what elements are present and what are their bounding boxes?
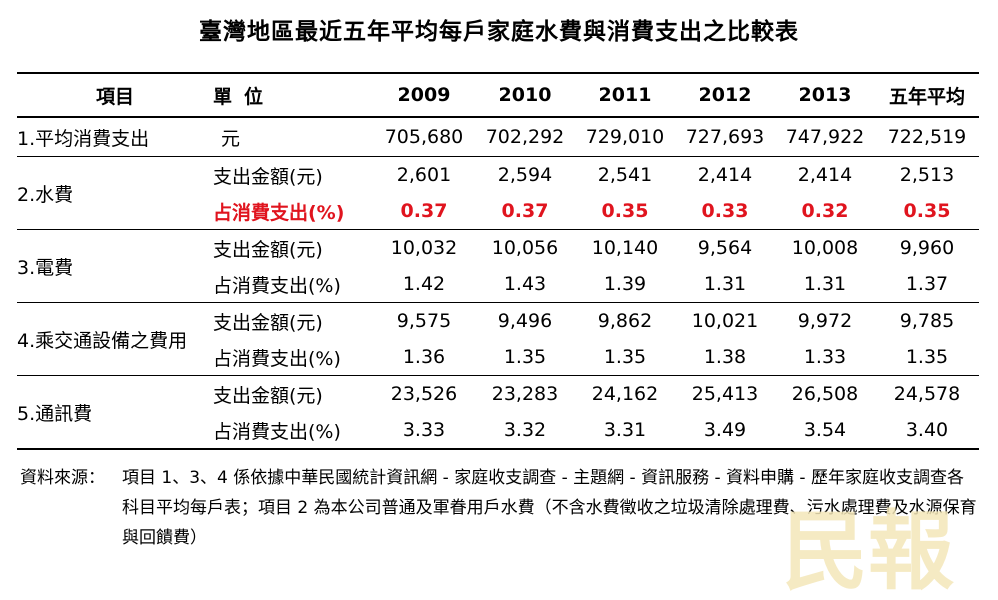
- table-cell: 9,972: [797, 310, 853, 332]
- table-cell: 0.33: [675, 193, 775, 230]
- table-cell: 10,032: [390, 237, 458, 259]
- table-cell: 24,578: [893, 383, 961, 405]
- table-row: 2.水費 支出金額(元) 2,601 2,594 2,541 2,414 2,4…: [17, 156, 979, 230]
- table-row: 3.電費 支出金額(元) 10,032 10,056 10,140 9,564 …: [17, 229, 979, 303]
- table-cell: 1.33: [775, 339, 875, 376]
- row-item-label: 2.水費: [17, 156, 213, 230]
- table-row: 4.乘交通設備之費用 支出金額(元) 9,575 9,496 9,862 10,…: [17, 302, 979, 376]
- table-cell: 2,414: [697, 164, 753, 186]
- table-cell: 0.32: [775, 193, 875, 230]
- table-cell: 3.32: [475, 412, 575, 450]
- table-cell: 722,519: [875, 117, 979, 157]
- table-cell: 10,056: [491, 237, 559, 259]
- table-cell: 1.42: [373, 266, 475, 303]
- row-unit-label: 元: [213, 117, 373, 157]
- table-cell: 25,413: [691, 383, 759, 405]
- table-cell: 1.39: [575, 266, 675, 303]
- table-cell: 9,496: [497, 310, 553, 332]
- header-year-2009: 2009: [373, 72, 475, 118]
- table-cell: 9,862: [597, 310, 653, 332]
- table-cell: 2,414: [797, 164, 853, 186]
- source-note-text: 項目 1、3、4 係依據中華民國統計資訊網 - 家庭收支調查 - 主題網 - 資…: [122, 468, 977, 548]
- table-cell: 26,508: [791, 383, 859, 405]
- table-cell: 2,601: [396, 164, 452, 186]
- table-cell: 2,594: [497, 164, 553, 186]
- row-unit-label: 支出金額(元): [213, 165, 323, 188]
- table-cell: 1.43: [475, 266, 575, 303]
- watermark-logo: 民報: [782, 501, 954, 594]
- table-cell: 1.31: [775, 266, 875, 303]
- row-item-label: 1.平均消費支出: [17, 117, 213, 157]
- row-unit-label: 支出金額(元): [213, 311, 323, 334]
- header-year-2012: 2012: [675, 72, 775, 118]
- row-item-label: 5.通訊費: [17, 375, 213, 450]
- table-cell: 729,010: [575, 117, 675, 157]
- header-year-2013: 2013: [775, 72, 875, 118]
- table-cell: 9,575: [396, 310, 452, 332]
- table-row-highlight: 占消費支出(%) 0.37 0.37 0.35 0.33 0.32 0.35: [17, 193, 979, 230]
- table-cell: 9,564: [697, 237, 753, 259]
- header-row: 項目 單位 2009 2010 2011 2012 2013 五年平均: [17, 72, 979, 118]
- table-row: 占消費支出(%) 1.36 1.35 1.35 1.38 1.33 1.35: [17, 339, 979, 376]
- table-cell: 0.37: [373, 193, 475, 230]
- table-cell: 0.37: [475, 193, 575, 230]
- row-unit-label: 支出金額(元): [213, 238, 323, 261]
- row-unit-label: 支出金額(元): [213, 384, 323, 407]
- table-cell: 23,283: [491, 383, 559, 405]
- header-unit: 單位: [213, 72, 373, 118]
- table-cell: 23,526: [390, 383, 458, 405]
- table-cell: 10,008: [791, 237, 859, 259]
- table-cell: 3.31: [575, 412, 675, 450]
- row-item-label: 3.電費: [17, 229, 213, 303]
- table-cell: 1.38: [675, 339, 775, 376]
- row-unit-label: 占消費支出(%): [213, 266, 373, 303]
- table-cell: 1.31: [675, 266, 775, 303]
- table-cell: 10,140: [591, 237, 659, 259]
- row-item-label: 4.乘交通設備之費用: [17, 302, 213, 376]
- table-cell: 727,693: [675, 117, 775, 157]
- table-cell: 0.35: [575, 193, 675, 230]
- table-cell: 2,513: [899, 164, 955, 186]
- table-cell: 705,680: [373, 117, 475, 157]
- table-cell: 9,785: [899, 310, 955, 332]
- header-year-2011: 2011: [575, 72, 675, 118]
- row-unit-label: 占消費支出(%): [213, 193, 373, 230]
- table-cell: 0.35: [875, 193, 979, 230]
- table-cell: 1.35: [475, 339, 575, 376]
- header-item: 項目: [17, 72, 213, 118]
- table-cell: 3.49: [675, 412, 775, 450]
- table-row: 5.通訊費 支出金額(元) 23,526 23,283 24,162 25,41…: [17, 375, 979, 450]
- page-title: 臺灣地區最近五年平均每戶家庭水費與消費支出之比較表: [199, 19, 799, 45]
- table-cell: 24,162: [591, 383, 659, 405]
- header-five-year-avg: 五年平均: [875, 72, 979, 118]
- table-cell: 3.40: [875, 412, 979, 450]
- source-note-label: 資料來源：: [20, 468, 105, 488]
- table-row: 1.平均消費支出 元 705,680 702,292 729,010 727,6…: [17, 117, 979, 157]
- table-cell: 1.36: [373, 339, 475, 376]
- table-cell: 10,021: [691, 310, 759, 332]
- table-row: 占消費支出(%) 3.33 3.32 3.31 3.49 3.54 3.40: [17, 412, 979, 450]
- source-note: 資料來源： 項目 1、3、4 係依據中華民國統計資訊網 - 家庭收支調查 - 主…: [20, 463, 980, 553]
- table-row: 占消費支出(%) 1.42 1.43 1.39 1.31 1.31 1.37: [17, 266, 979, 303]
- row-unit-label: 占消費支出(%): [213, 339, 373, 376]
- table-cell: 1.37: [875, 266, 979, 303]
- table-cell: 2,541: [597, 164, 653, 186]
- table-cell: 9,960: [899, 237, 955, 259]
- table-cell: 747,922: [775, 117, 875, 157]
- comparison-table: 項目 單位 2009 2010 2011 2012 2013 五年平均 1.平均…: [17, 72, 979, 450]
- table-cell: 1.35: [575, 339, 675, 376]
- watermark-text: 民報: [782, 501, 954, 594]
- table-cell: 3.33: [373, 412, 475, 450]
- table-cell: 1.35: [875, 339, 979, 376]
- header-year-2010: 2010: [475, 72, 575, 118]
- row-unit-label: 占消費支出(%): [213, 412, 373, 450]
- table-cell: 702,292: [475, 117, 575, 157]
- table-cell: 3.54: [775, 412, 875, 450]
